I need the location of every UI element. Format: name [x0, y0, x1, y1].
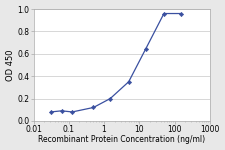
X-axis label: Recombinant Protein Concentration (ng/ml): Recombinant Protein Concentration (ng/ml… — [38, 135, 205, 144]
Y-axis label: OD 450: OD 450 — [6, 49, 15, 81]
